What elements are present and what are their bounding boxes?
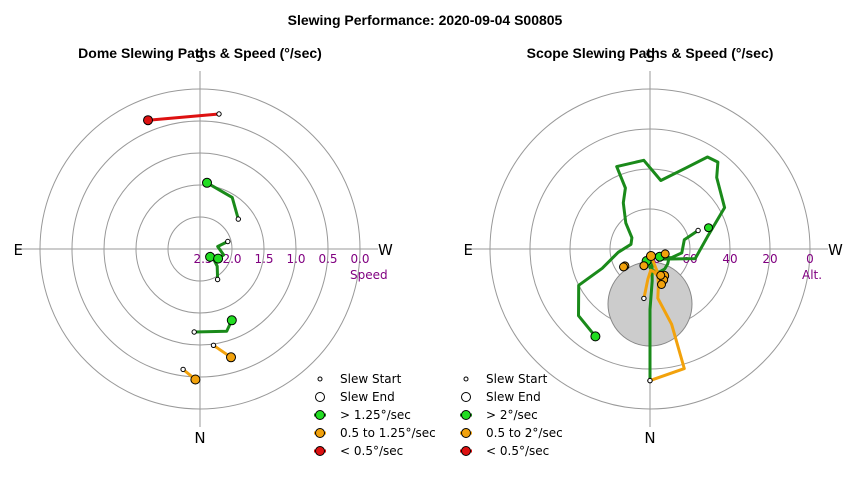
slew-end-marker [619, 262, 628, 272]
slew-start-marker [180, 366, 186, 373]
radial-tick-label: 0.5 [318, 252, 337, 266]
legend-label: 0.5 to 2°/sec [486, 426, 563, 440]
legend-marker-symbol [315, 446, 325, 456]
legend-marker-symbol [461, 410, 471, 420]
slew-start-marker [214, 276, 221, 283]
legend-marker-symbol [315, 410, 325, 420]
legend-label: > 2°/sec [486, 408, 538, 422]
compass-label-left: E [464, 241, 473, 259]
compass-label-top: S [195, 48, 205, 66]
radial-axis-label: Alt. [802, 268, 822, 282]
legend-label: 0.5 to 1.25°/sec [340, 426, 436, 440]
slew-end-marker [202, 177, 212, 188]
slew-start-marker [225, 238, 231, 245]
panel-title: Dome Slewing Paths & Speed (°/sec) [78, 45, 322, 61]
legend-label: > 1.25°/sec [340, 408, 411, 422]
slew-end-marker [656, 270, 666, 280]
slew-start-marker [647, 377, 653, 384]
radial-tick-label: 40 [722, 252, 737, 266]
slew-start-marker [235, 216, 242, 222]
slew-end-marker [660, 249, 670, 259]
legend-label: Slew End [486, 390, 541, 404]
slew-end-marker [590, 331, 601, 342]
radial-tick-label: 2.0 [222, 252, 241, 266]
dome-panel: Dome Slewing Paths & Speed (°/sec)S N E W 2.… [14, 45, 436, 458]
radial-tick-label: 1.5 [254, 252, 273, 266]
legend-marker-symbol [461, 446, 471, 456]
slew-end-marker [205, 251, 216, 262]
legend-label: Slew End [340, 390, 395, 404]
legend-label: < 0.5°/sec [340, 444, 403, 458]
compass-label-left: E [14, 241, 23, 259]
compass-label-bottom: N [194, 429, 205, 447]
legend-marker-symbol [315, 428, 325, 438]
slew-end-marker [639, 261, 649, 271]
panel-title: Scope Slewing Paths & Speed (°/sec) [527, 45, 774, 61]
slew-end-marker [190, 374, 201, 385]
slew-end-marker [704, 223, 713, 233]
figure-title: Slewing Performance: 2020-09-04 S00805 [288, 12, 563, 28]
slew-end-marker [226, 352, 236, 363]
scope-panel: Scope Slewing Paths & Speed (°/sec)SNEW8… [460, 45, 843, 458]
slew-path [146, 112, 221, 122]
slew-end-marker [213, 253, 224, 264]
legend-end-symbol [461, 392, 471, 402]
slew-end-marker [657, 280, 666, 289]
radial-tick-label: 1.0 [286, 252, 305, 266]
legend-label: Slew Start [486, 372, 548, 386]
legend-label: < 0.5°/sec [486, 444, 549, 458]
legend-label: Slew Start [340, 372, 402, 386]
slew-start-marker [210, 342, 217, 348]
slew-start-marker [641, 295, 647, 302]
slew-end-marker [226, 315, 237, 326]
slew-start-marker [216, 111, 222, 117]
legend-start-symbol [463, 376, 469, 382]
compass-label-bottom: N [644, 429, 655, 447]
radial-tick-label: 0 [806, 252, 814, 266]
compass-label-top: S [645, 48, 655, 66]
radial-tick-label: 0.0 [350, 252, 369, 266]
legend-start-symbol [317, 376, 323, 382]
legend-end-symbol [315, 392, 325, 402]
slew-path [205, 181, 240, 221]
slew-start-marker [191, 329, 197, 335]
slew-end-marker [646, 251, 656, 261]
slew-start-marker [695, 227, 701, 234]
legend-marker-symbol [461, 428, 471, 438]
radial-tick-label: 20 [762, 252, 777, 266]
radial-axis-label: Speed [350, 268, 388, 282]
compass-label-right: W [378, 241, 393, 259]
slew-end-marker [143, 115, 153, 126]
compass-label-right: W [828, 241, 843, 259]
